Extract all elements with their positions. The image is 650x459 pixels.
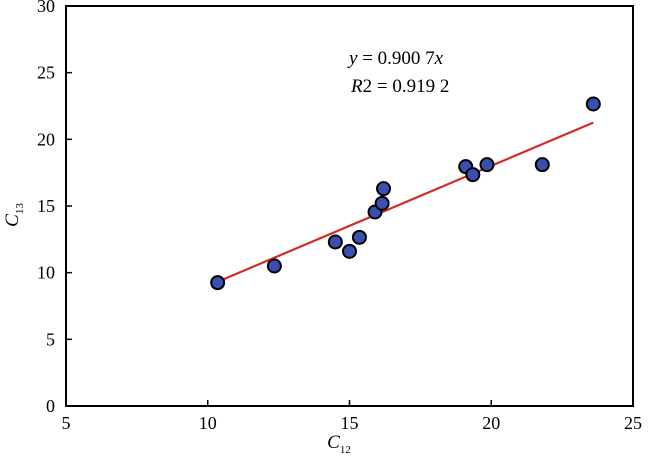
y-tick-label: 10 <box>37 263 55 283</box>
data-point <box>479 157 495 173</box>
data-points <box>210 96 601 291</box>
y-tick-label: 20 <box>37 129 55 149</box>
y-tick-labels: 0 5 10 15 20 25 30 <box>37 0 55 416</box>
y-tick-label: 0 <box>46 396 55 416</box>
fit-line-group <box>217 121 594 283</box>
x-tick-label: 10 <box>199 413 217 433</box>
y-tick-label: 15 <box>37 196 55 216</box>
plot-frame <box>65 5 634 407</box>
data-point <box>585 96 601 112</box>
x-tick-labels: 5 10 15 20 25 <box>62 413 643 433</box>
x-tick-label: 15 <box>341 413 359 433</box>
regression-line <box>217 121 594 283</box>
data-point <box>266 258 282 274</box>
y-tick-label: 30 <box>37 0 55 16</box>
x-axis-title: C12 <box>327 432 351 456</box>
data-point <box>351 229 367 245</box>
r-squared-label: R2 = 0.919 2 <box>350 76 449 97</box>
y-tick-label: 5 <box>46 329 55 349</box>
regression-equation: y = 0.900 7x <box>347 48 444 69</box>
x-tick-label: 20 <box>482 413 500 433</box>
y-axis-title: C13 <box>2 203 26 227</box>
x-tick-label: 25 <box>624 413 642 433</box>
data-point <box>376 181 392 197</box>
y-tick-label: 25 <box>37 63 55 83</box>
x-tick-label: 5 <box>62 413 71 433</box>
data-point <box>465 167 481 183</box>
data-point <box>374 195 390 211</box>
data-point <box>534 157 550 173</box>
data-point <box>327 234 343 250</box>
data-point <box>342 243 357 259</box>
data-point <box>210 275 226 291</box>
